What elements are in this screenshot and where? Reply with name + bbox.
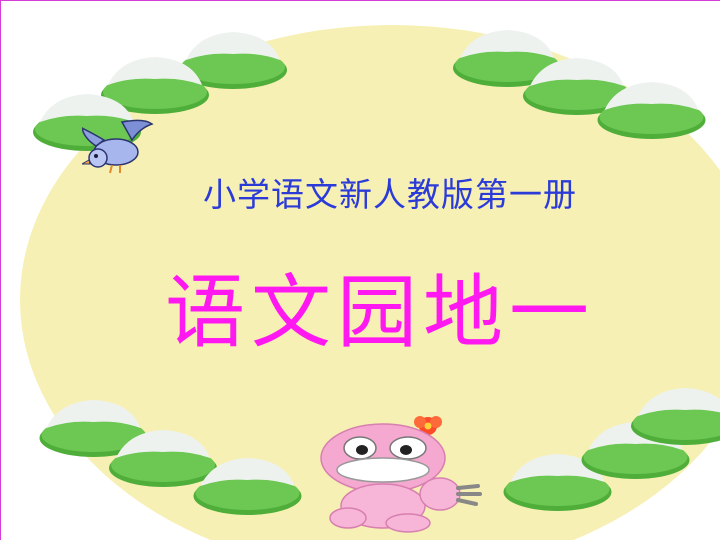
slide-border-top [0, 0, 720, 1]
hill-bottom-right-1 [503, 454, 612, 511]
hill-bottom-left-2 [109, 430, 217, 487]
bird-illustration [82, 119, 154, 174]
hill-top-left-1 [179, 32, 287, 89]
hill-bottom-right-2 [581, 422, 690, 479]
hill-top-right-3 [597, 82, 706, 139]
pink-mascot-illustration [320, 416, 482, 533]
hill-top-left-2 [101, 57, 209, 114]
subtitle: 小学语文新人教版第一册 [203, 175, 577, 214]
hill-bottom-left-3 [193, 458, 302, 515]
hill-top-right-2 [523, 58, 631, 115]
page-title: 语文园地一 [165, 266, 595, 359]
hill-bottom-right-3 [631, 388, 720, 445]
slide-border-left [0, 0, 1, 540]
hill-bottom-left-1 [39, 400, 148, 457]
hill-top-right-1 [453, 30, 561, 87]
